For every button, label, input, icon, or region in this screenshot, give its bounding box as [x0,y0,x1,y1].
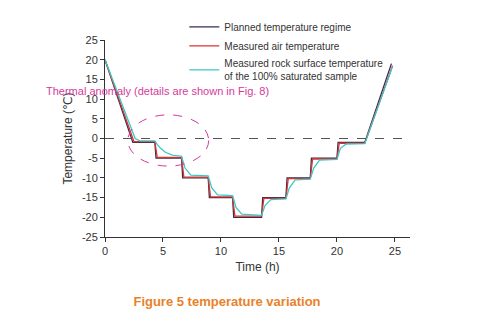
svg-text:Thermal anomaly (details are s: Thermal anomaly (details are shown in Fi… [46,85,269,97]
svg-text:0: 0 [102,245,108,257]
svg-text:15: 15 [86,73,98,85]
svg-text:Figure 5 temperature variation: Figure 5 temperature variation [133,294,320,309]
svg-text:25: 25 [86,34,98,46]
svg-text:-15: -15 [82,191,98,203]
svg-text:Measured rock surface temperat: Measured rock surface temperatureof the … [224,58,383,82]
svg-text:10: 10 [86,93,98,105]
svg-text:Planned temperature regime: Planned temperature regime [224,22,351,33]
svg-text:25: 25 [389,245,401,257]
svg-text:15: 15 [273,245,285,257]
svg-text:-20: -20 [82,211,98,223]
svg-text:-5: -5 [88,152,98,164]
svg-text:20: 20 [86,54,98,66]
svg-text:Measured air temperature: Measured air temperature [224,41,339,52]
svg-text:-25: -25 [82,231,98,243]
svg-text:10: 10 [215,245,227,257]
svg-text:0: 0 [92,132,98,144]
svg-text:5: 5 [160,245,166,257]
svg-text:Temperature (℃): Temperature (℃) [61,92,75,184]
svg-text:-10: -10 [82,172,98,184]
svg-text:5: 5 [92,113,98,125]
svg-text:Time (h): Time (h) [235,260,279,274]
svg-text:20: 20 [331,245,343,257]
